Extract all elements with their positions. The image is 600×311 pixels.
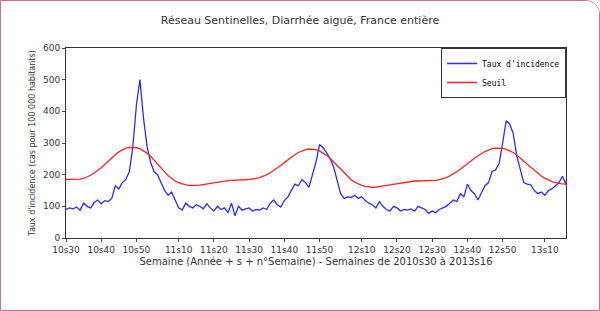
svg-text:100: 100 <box>43 201 60 211</box>
svg-text:12s30: 12s30 <box>418 245 446 255</box>
svg-text:12s20: 12s20 <box>383 245 411 255</box>
svg-text:12s40: 12s40 <box>454 245 482 255</box>
svg-text:Taux d'incidence: Taux d'incidence <box>482 60 559 69</box>
svg-text:Semaine (Année + s + n°Semaine: Semaine (Année + s + n°Semaine) - Semain… <box>139 256 492 267</box>
svg-text:11s40: 11s40 <box>271 245 299 255</box>
svg-text:600: 600 <box>43 43 60 53</box>
svg-text:Seuil: Seuil <box>482 79 506 88</box>
svg-text:300: 300 <box>43 138 60 148</box>
svg-text:11s10: 11s10 <box>165 245 193 255</box>
svg-text:10s30: 10s30 <box>52 245 80 255</box>
svg-text:10s40: 10s40 <box>87 245 115 255</box>
svg-text:11s50: 11s50 <box>306 245 334 255</box>
svg-text:0: 0 <box>54 233 60 243</box>
svg-text:Taux d'incidence (cas pour 100: Taux d'incidence (cas pour 100 000 habit… <box>28 50 37 236</box>
svg-text:12s10: 12s10 <box>348 245 376 255</box>
svg-text:500: 500 <box>43 75 60 85</box>
svg-text:12s50: 12s50 <box>489 245 517 255</box>
svg-text:200: 200 <box>43 170 60 180</box>
svg-text:400: 400 <box>43 106 60 116</box>
svg-text:Réseau Sentinelles, Diarrhée a: Réseau Sentinelles, Diarrhée aiguë, Fran… <box>161 14 440 27</box>
svg-text:11s30: 11s30 <box>235 245 263 255</box>
svg-text:11s20: 11s20 <box>200 245 228 255</box>
svg-text:13s10: 13s10 <box>531 245 559 255</box>
svg-text:10s50: 10s50 <box>123 245 151 255</box>
